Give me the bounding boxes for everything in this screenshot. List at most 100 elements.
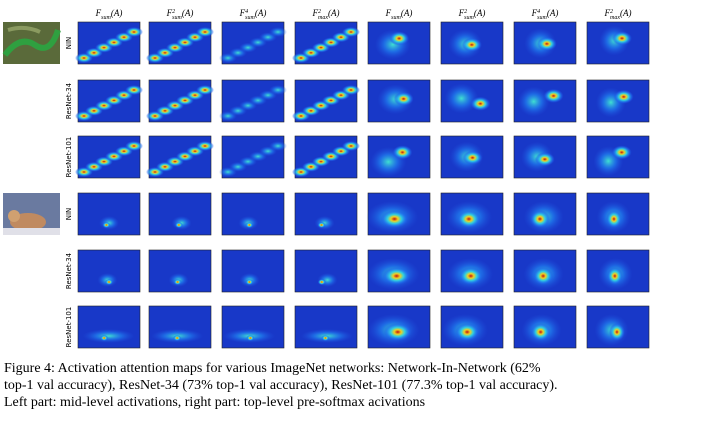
attention-map (219, 135, 287, 179)
activation-blob (196, 141, 214, 151)
row-label: ResNet-34 (65, 82, 73, 119)
activation-blob (608, 323, 625, 341)
activation-blob (383, 323, 412, 341)
activation-blob (245, 222, 254, 228)
activation-blob (269, 85, 287, 95)
map-grid (75, 21, 650, 349)
attention-map (292, 21, 360, 65)
activation-blob (470, 96, 491, 111)
attention-map (221, 249, 285, 293)
attention-map (513, 192, 577, 236)
activation-blob (536, 36, 557, 51)
activation-blob (173, 335, 182, 341)
attention-map (440, 305, 504, 349)
snake-photo (2, 22, 61, 64)
column-header: F2 max(A) (604, 8, 632, 21)
attention-map (292, 79, 360, 123)
activation-blob (380, 210, 409, 228)
attention-map (586, 192, 650, 236)
header-sup: 2 (318, 9, 321, 15)
header-base: F (166, 8, 173, 18)
attention-map (586, 135, 650, 179)
header-base: F (95, 8, 102, 18)
header-sub: sum (391, 15, 401, 21)
header-sup: 2 (172, 9, 175, 15)
header-base: F (385, 8, 392, 18)
header-base: F (458, 8, 465, 18)
activation-blob (342, 85, 360, 95)
attention-map (586, 305, 650, 349)
attention-map (148, 192, 212, 236)
column-header: F2 sum(A) (166, 8, 194, 21)
activation-blob (611, 31, 632, 46)
header-arg: (A) (547, 8, 559, 18)
row-label: NIN (65, 208, 73, 221)
map-background (77, 249, 141, 293)
attention-map (77, 249, 141, 293)
activation-blob (605, 210, 622, 228)
header-sub: sum (245, 15, 255, 21)
activation-blob (269, 141, 287, 151)
activation-blob (456, 210, 481, 228)
header-base: F (604, 8, 611, 18)
attention-map (367, 21, 431, 65)
header-sup: 4 (245, 8, 248, 15)
header-sub: max (610, 15, 620, 21)
activation-blob (100, 335, 109, 341)
attention-map (367, 305, 431, 349)
attention-map (221, 192, 285, 236)
header-base: F (312, 8, 319, 18)
activation-blob (125, 141, 143, 151)
column-header: Fsum(A) (385, 8, 413, 21)
attention-map (586, 249, 650, 293)
activation-blob (461, 37, 482, 52)
attention-map (440, 249, 504, 293)
activation-blob (245, 279, 254, 285)
attention-map (292, 135, 360, 179)
activation-blob (321, 335, 330, 341)
activation-blob (317, 279, 326, 285)
column-header: F4 sum(A) (239, 8, 267, 21)
activation-blob (102, 222, 111, 228)
column-header: F4 sum(A) (531, 8, 559, 21)
activation-blob (611, 145, 632, 160)
activation-blob (606, 267, 623, 285)
attention-map (513, 79, 577, 123)
activation-blob (389, 31, 410, 46)
attention-map (440, 135, 504, 179)
attention-map (148, 249, 212, 293)
attention-map (366, 192, 431, 236)
activation-blob (105, 279, 114, 285)
activation-blob (246, 335, 255, 341)
activation-blob (342, 27, 360, 37)
row-label: NIN (65, 37, 73, 50)
activation-blob (529, 210, 550, 228)
activation-blob (517, 86, 550, 117)
caption-line: Left part: mid-level activations, right … (4, 395, 425, 410)
activation-blob (458, 267, 483, 285)
row-label: ResNet-101 (65, 307, 73, 348)
activation-blob (196, 85, 214, 95)
attention-map (440, 192, 504, 236)
activation-blob (196, 27, 214, 37)
attention-map (77, 192, 141, 236)
header-sub: sum (537, 15, 547, 21)
header-sup: 2 (464, 9, 467, 15)
attention-map (75, 79, 143, 123)
activation-blob (534, 152, 555, 167)
attention-map (221, 305, 285, 349)
header-arg: (A) (328, 8, 340, 18)
header-sup: 4 (537, 8, 540, 15)
attention-map (294, 192, 358, 236)
column-header: Fsum(A) (95, 8, 123, 21)
activation-blob (393, 91, 414, 106)
activation-blob (173, 279, 182, 285)
header-arg: (A) (182, 8, 194, 18)
column-header: F2 sum(A) (458, 8, 486, 21)
activation-blob (444, 83, 479, 114)
attention-map (440, 79, 504, 123)
attention-map (75, 135, 143, 179)
attention-map (77, 305, 141, 349)
activation-blob (342, 141, 360, 151)
attention-map (367, 79, 431, 123)
